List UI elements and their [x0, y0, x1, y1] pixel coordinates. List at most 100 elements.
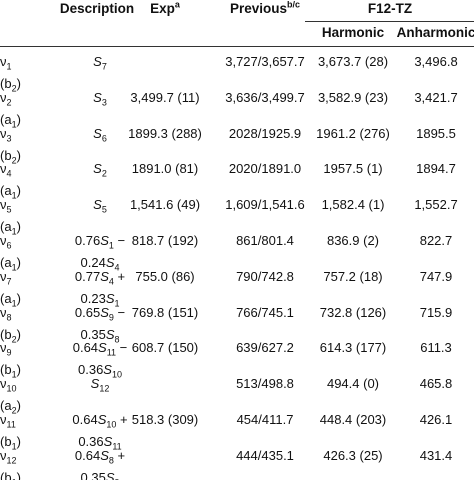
- mode-cell: ν6 (a1): [0, 230, 21, 274]
- cell-line: ν1: [0, 51, 21, 73]
- text-run: −: [113, 233, 126, 248]
- text-run: 0.23: [80, 290, 106, 306]
- data-cell: 790/742.8: [236, 268, 294, 284]
- text-run: 0.36: [77, 362, 104, 378]
- text-run: S: [100, 447, 109, 463]
- column-header: Previousb/c: [230, 0, 300, 20]
- cell-line: ν4: [0, 158, 21, 180]
- column-header: Expa: [150, 0, 180, 20]
- text-run: +: [113, 268, 126, 284]
- data-cell: 431.4: [419, 447, 453, 463]
- data-cell: 639/627.2: [236, 340, 294, 356]
- cell-line: 0.35S9: [75, 467, 125, 480]
- cell-line: 0.24S4: [75, 252, 125, 274]
- text-run: S: [100, 233, 109, 248]
- data-cell: 1899.3 (288): [128, 125, 202, 141]
- data-cell: 454/411.7: [236, 412, 294, 427]
- data-cell: 747.9: [419, 268, 453, 284]
- text-run: ): [16, 469, 21, 480]
- cell-line: (a2): [0, 395, 21, 417]
- column-subheader: Harmonic: [322, 22, 384, 44]
- text-run: 2: [11, 155, 17, 166]
- text-run: 2: [11, 334, 17, 345]
- text-run: (b: [0, 76, 12, 91]
- data-cell: 755.0 (86): [135, 268, 195, 284]
- text-run: 1: [11, 262, 17, 273]
- cell-line: ν6: [0, 230, 21, 252]
- cell-line: Harmonic: [322, 22, 384, 44]
- data-cell: 1894.7: [416, 161, 456, 177]
- mode-cell: ν3 (b2): [0, 123, 21, 167]
- cell-line: (b2): [0, 73, 21, 95]
- cell-line: (b2): [0, 145, 21, 167]
- text-run: ν: [0, 54, 7, 69]
- text-run: S: [90, 376, 100, 392]
- cell-line: (a1): [0, 252, 21, 274]
- text-run: b/c: [287, 0, 301, 10]
- text-run: ): [16, 326, 21, 342]
- cell-line: (b1): [0, 467, 21, 480]
- text-run: Previous: [229, 1, 288, 16]
- text-run: 9: [114, 477, 119, 480]
- cell-line: S3: [93, 87, 107, 109]
- text-run: 7: [6, 276, 12, 287]
- data-cell: 465.8: [419, 376, 453, 392]
- text-run: −: [116, 340, 128, 356]
- text-run: S: [105, 326, 115, 342]
- text-run: (b: [0, 326, 12, 342]
- data-cell: 448.4 (203): [319, 412, 387, 427]
- text-run: S: [97, 412, 107, 427]
- text-run: ): [16, 362, 21, 378]
- data-cell: 1891.0 (81): [131, 161, 199, 177]
- text-run: ): [16, 255, 21, 270]
- text-run: ν: [0, 233, 7, 248]
- mode-cell: ν4 (a1): [0, 158, 21, 202]
- column-header: F12-TZ: [368, 0, 412, 20]
- cell-line: ν10: [0, 373, 21, 395]
- data-cell: 3,673.7 (28): [317, 54, 389, 69]
- cell-line: (b1): [0, 359, 21, 381]
- text-run: 0.24: [80, 255, 106, 270]
- data-cell: 861/801.4: [236, 233, 294, 248]
- cell-line: 0.36S10: [73, 359, 128, 381]
- text-run: S: [105, 290, 115, 306]
- text-run: ): [16, 147, 21, 163]
- text-run: 11: [112, 441, 122, 452]
- data-cell: 518.3 (309): [131, 412, 199, 427]
- data-cell: S12: [91, 373, 110, 395]
- text-run: ν: [0, 340, 7, 356]
- cell-line: (b2): [0, 324, 21, 346]
- data-cell: 426.3 (25): [323, 447, 383, 463]
- text-run: ν: [0, 161, 7, 177]
- text-run: 0.65: [74, 304, 101, 320]
- text-run: S: [100, 304, 109, 320]
- data-cell: 0.77S4 +0.23S1: [75, 266, 125, 310]
- text-run: 1: [6, 61, 12, 72]
- text-run: S: [105, 469, 115, 480]
- text-run: −: [113, 304, 126, 320]
- mode-cell: ν1 (b2): [0, 51, 21, 95]
- text-run: 7: [101, 61, 107, 72]
- text-run: ν: [0, 125, 7, 141]
- mode-cell: ν11 (b1): [0, 409, 21, 453]
- data-cell: 1961.2 (276): [316, 125, 390, 141]
- cell-line: 0.23S1: [75, 288, 125, 310]
- text-run: Harmonic: [321, 25, 385, 40]
- data-cell: S3: [93, 87, 107, 109]
- text-run: 10: [6, 383, 17, 394]
- text-run: ν: [0, 412, 7, 427]
- text-run: 0.77: [74, 268, 101, 284]
- text-run: (a: [0, 398, 12, 414]
- text-run: 1: [11, 226, 17, 237]
- text-run: ): [16, 434, 21, 449]
- text-run: Exp: [150, 1, 175, 16]
- text-run: 1: [11, 298, 17, 309]
- data-cell: 766/745.1: [236, 304, 294, 320]
- text-run: ): [16, 219, 21, 235]
- text-run: (b: [0, 147, 12, 163]
- text-run: +: [113, 447, 126, 463]
- data-cell: 1957.5 (1): [323, 161, 383, 177]
- text-run: 8: [6, 312, 12, 323]
- cell-line: 0.36S11: [72, 431, 127, 453]
